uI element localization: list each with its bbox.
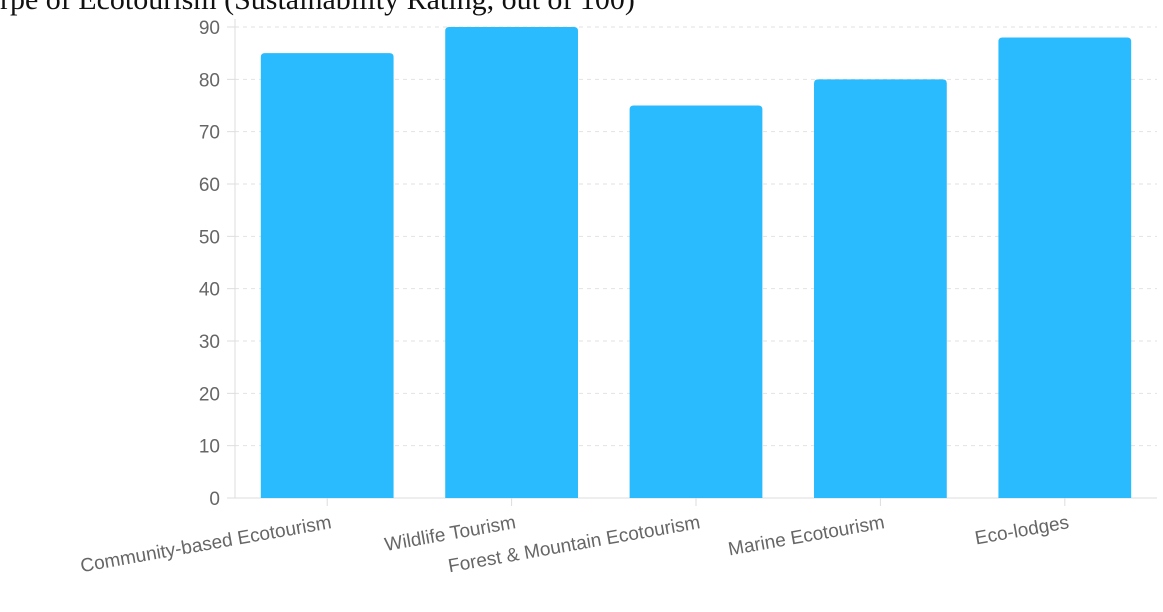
y-tick-label: 80	[199, 70, 220, 91]
x-category-label: Community-based Ecotourism	[79, 512, 333, 577]
y-tick-label: 40	[199, 280, 220, 301]
y-tick-label: 10	[199, 437, 220, 458]
bar[interactable]	[445, 27, 578, 498]
bar-layer	[260, 27, 1132, 499]
bar[interactable]	[814, 79, 947, 498]
y-tick-label: 90	[199, 18, 220, 39]
y-tick-label: 30	[199, 332, 220, 353]
y-tick-label: 70	[199, 123, 220, 144]
bar[interactable]	[260, 53, 394, 499]
bar[interactable]	[998, 37, 1132, 498]
x-axis-category-labels: Community-based Ecotourism Wildlife Touri…	[79, 512, 1071, 577]
y-tick-label: 60	[199, 175, 220, 196]
y-axis-tick-labels: 0 10 20 30 40 50 60 70 80 90	[199, 18, 220, 510]
x-category-label: Eco-lodges	[973, 512, 1070, 549]
y-tick-label: 20	[199, 384, 220, 405]
y-tick-label: 50	[199, 227, 220, 248]
y-tick-label: 0	[209, 489, 220, 510]
page-title: rpe of Ecotourism (Sustainability Rating…	[0, 0, 635, 17]
x-category-label: Marine Ecotourism	[727, 512, 887, 560]
bar[interactable]	[629, 105, 763, 499]
